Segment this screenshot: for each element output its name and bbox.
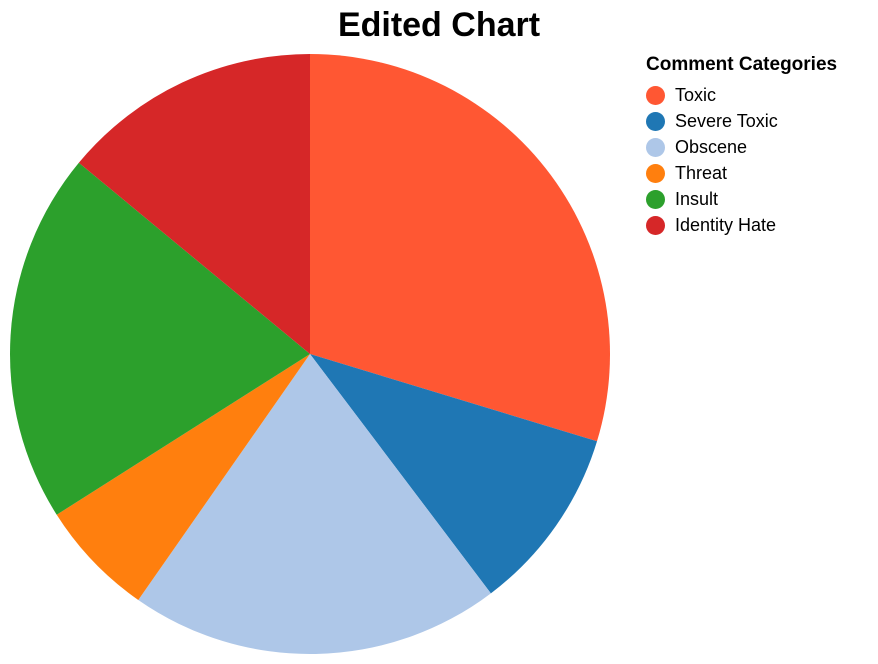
pie-slice-identity-hate (78, 54, 310, 354)
legend-swatch (646, 85, 665, 105)
legend-swatch (646, 111, 665, 131)
legend-swatch (646, 163, 665, 183)
legend-label: Severe Toxic (675, 110, 778, 131)
legend-swatch (646, 189, 665, 209)
legend-item: Obscene (646, 134, 837, 160)
pie-slice-obscene (138, 354, 491, 654)
pie-slice-toxic (310, 54, 610, 442)
legend-item: Threat (646, 160, 837, 186)
legend-item: Toxic (646, 82, 837, 108)
legend: Comment Categories Toxic Severe Toxic Obsc… (646, 54, 837, 238)
legend-swatch (646, 215, 665, 235)
pie-slice-insult (9, 162, 310, 515)
pie-slice-threat (56, 354, 310, 600)
legend-item: Severe Toxic (646, 108, 837, 134)
pie-slice-severe-toxic (310, 354, 598, 594)
legend-label: Obscene (675, 136, 748, 157)
legend-label: Insult (675, 188, 719, 209)
legend-swatch (646, 137, 665, 157)
legend-item: Insult (646, 186, 837, 212)
legend-label: Toxic (675, 84, 717, 105)
legend-label: Identity Hate (675, 214, 777, 235)
legend-items: Toxic Severe Toxic Obscene Threat Insult Iden… (646, 82, 837, 238)
legend-item: Identity Hate (646, 212, 837, 238)
chart-title: Edited Chart (337, 6, 541, 44)
legend-label: Threat (675, 162, 728, 183)
legend-title: Comment Categories (646, 54, 838, 75)
